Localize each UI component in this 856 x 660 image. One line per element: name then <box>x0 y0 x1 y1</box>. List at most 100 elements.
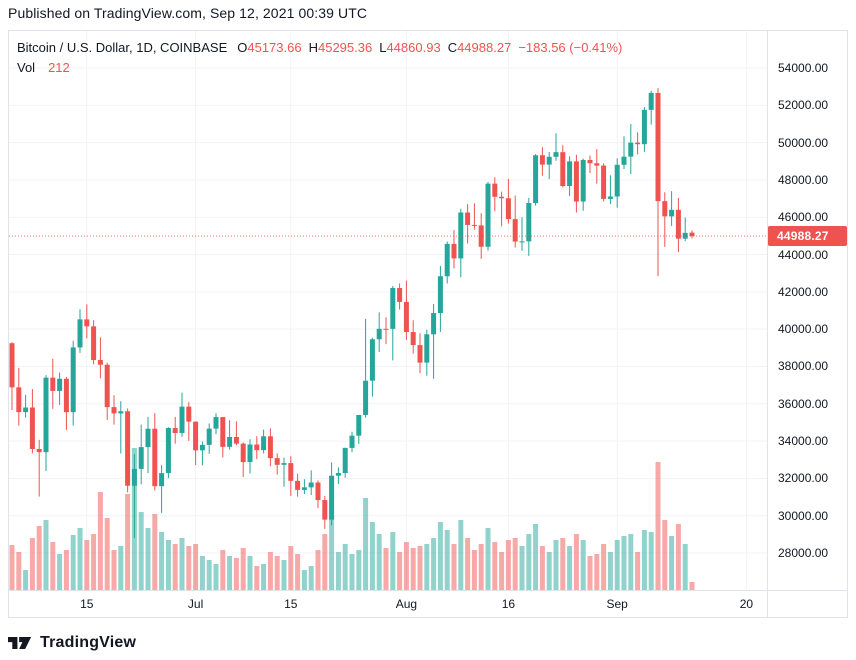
change-value: −183.56 (−0.41%) <box>518 40 623 55</box>
candlestick-plot[interactable] <box>9 31 767 590</box>
volume-bar <box>97 492 103 590</box>
candle-body <box>172 428 178 433</box>
volume-bar <box>403 542 409 590</box>
volume-bar <box>165 540 171 590</box>
volume-bar <box>444 530 450 590</box>
volume-bar <box>648 532 654 590</box>
candle-body <box>322 500 328 520</box>
volume-bar <box>621 536 627 590</box>
published-line: Published on TradingView.com, Sep 12, 20… <box>8 5 368 21</box>
time-axis-label: 15 <box>80 597 94 611</box>
candle-body <box>16 387 22 413</box>
candle-body <box>57 378 63 391</box>
candle-body <box>560 152 566 187</box>
candle-body <box>70 347 76 413</box>
candle-body <box>349 435 355 448</box>
volume-bar <box>546 552 552 590</box>
tradingview-logo-text: TradingView <box>40 634 137 651</box>
candle-body <box>628 142 634 157</box>
candle-body <box>675 209 681 239</box>
volume-bar <box>213 564 219 590</box>
candle-body <box>329 475 335 520</box>
candle-body <box>254 444 260 451</box>
candle-body <box>648 92 654 110</box>
candle-body <box>594 163 600 166</box>
low-value: L44860.93 <box>379 40 441 55</box>
candle-body <box>335 473 341 476</box>
volume-bar <box>315 550 321 590</box>
price-axis-label: 48000.00 <box>778 172 829 187</box>
volume-bar <box>206 560 212 590</box>
tradingview-attribution[interactable]: TradingView <box>8 632 136 654</box>
time-axis-label: Sep <box>606 597 628 611</box>
volume-bar <box>247 556 253 590</box>
time-axis-label: 16 <box>501 597 516 611</box>
volume-bar <box>553 540 559 590</box>
volume-bar <box>322 534 328 590</box>
volume-bar <box>240 548 246 590</box>
volume-bar <box>390 532 396 590</box>
volume-bar <box>308 566 314 590</box>
volume-bar <box>601 544 607 590</box>
volume-bar <box>186 546 192 590</box>
volume-bar <box>492 542 498 590</box>
volume-bar <box>125 494 131 590</box>
volume-bar <box>159 532 165 590</box>
volume-bar <box>233 558 239 590</box>
price-axis-label: 28000.00 <box>778 546 829 560</box>
candle-body <box>546 156 552 165</box>
volume-bar <box>43 520 49 590</box>
tradingview-logo-icon <box>8 637 32 649</box>
legend-symbol-row: Bitcoin / U.S. Dollar, 1D, COINBASE O451… <box>17 38 622 58</box>
candle-body <box>131 468 137 486</box>
volume-bar <box>111 550 117 590</box>
time-axis-label: 20 <box>739 597 754 611</box>
volume-bar <box>669 536 675 590</box>
volume-bar <box>152 514 158 590</box>
price-axis-label: 44000.00 <box>778 247 829 262</box>
volume-bar <box>23 570 29 590</box>
volume-value: 212 <box>48 60 70 75</box>
price-axis[interactable]: 44988.27 54000.00 52000.00 50000.00 48000.0… <box>767 31 847 590</box>
volume-bar <box>587 556 593 590</box>
price-axis-label: 46000.00 <box>778 210 829 225</box>
volume-bar <box>458 520 464 590</box>
candle-body <box>97 360 103 365</box>
candle-body <box>662 201 668 217</box>
volume-bar <box>349 554 355 590</box>
btcusd-chart-widget: Bitcoin / U.S. Dollar, 1D, COINBASE O451… <box>8 30 848 618</box>
candle-body <box>43 377 49 453</box>
candle-body <box>526 203 532 242</box>
price-axis-label: 42000.00 <box>778 284 829 299</box>
volume-bar <box>451 544 457 590</box>
volume-bar <box>288 546 294 590</box>
legend-volume-row: Vol 212 <box>17 58 622 78</box>
candle-body <box>165 428 171 474</box>
time-axis[interactable]: 15 Jul 15 Aug 16 Sep 20 <box>9 590 767 617</box>
price-axis-label: 54000.00 <box>778 60 829 75</box>
volume-bar <box>499 552 505 590</box>
volume-bar <box>478 544 484 590</box>
volume-bar <box>261 564 267 590</box>
candle-body <box>111 407 117 414</box>
volume-bar <box>104 518 110 590</box>
volume-bar <box>512 538 518 590</box>
candle-body <box>145 428 151 448</box>
candle-body <box>499 196 505 199</box>
price-pane[interactable]: Bitcoin / U.S. Dollar, 1D, COINBASE O451… <box>9 31 767 590</box>
volume-bar <box>36 526 42 590</box>
volume-bar <box>91 534 97 590</box>
candle-body <box>621 156 627 165</box>
candle-body <box>403 301 409 333</box>
candle-body <box>356 414 362 436</box>
volume-bar <box>635 552 641 590</box>
candle-body <box>29 407 35 450</box>
volume-bar <box>471 550 477 590</box>
volume-bar <box>220 550 226 590</box>
volume-bar <box>70 535 76 590</box>
volume-bar <box>57 554 63 590</box>
volume-bar <box>533 524 539 590</box>
volume-bar <box>410 548 416 590</box>
candle-body <box>104 364 110 408</box>
volume-bar <box>9 545 15 590</box>
